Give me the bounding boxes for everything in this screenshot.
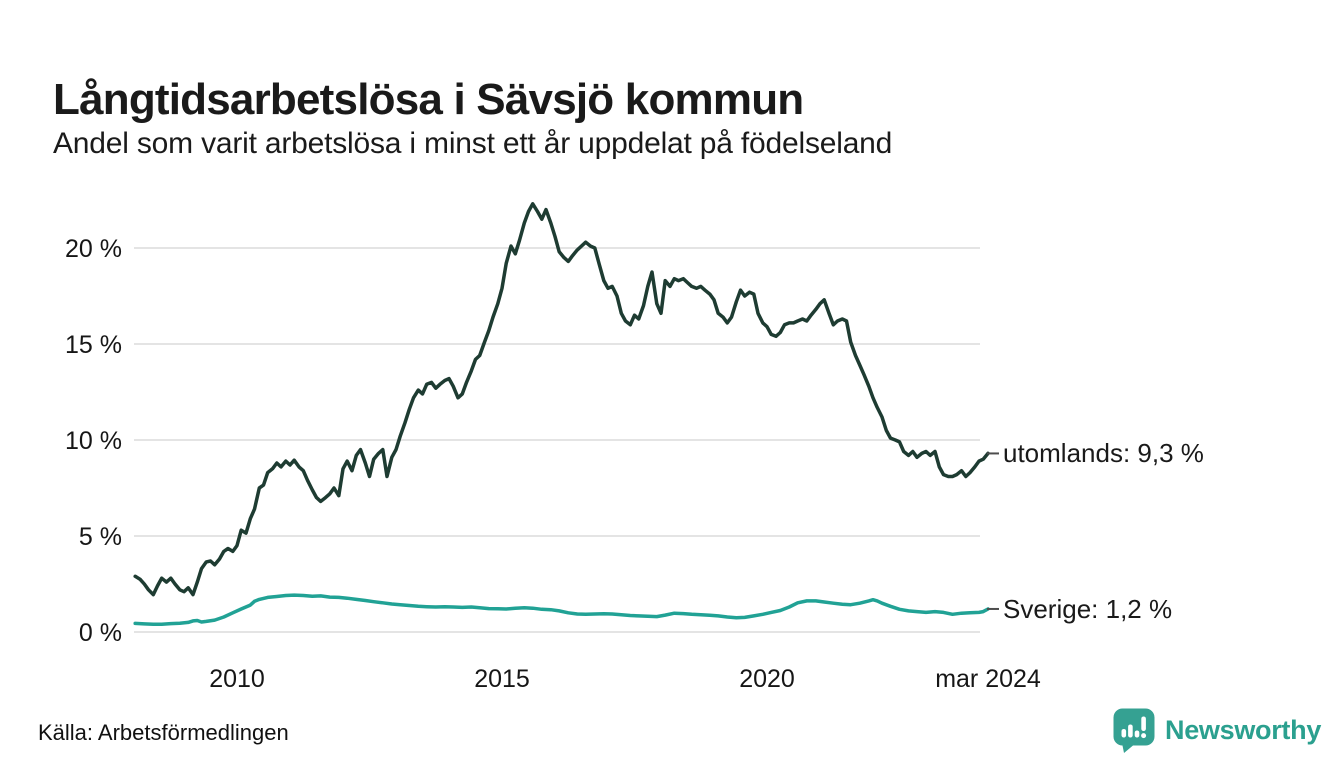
series-label-0: utomlands: 9,3 % [1003, 438, 1204, 469]
x-tick-label: 2010 [209, 665, 265, 693]
y-tick-label: 15 % [65, 331, 122, 359]
x-tick-label: 2020 [739, 665, 795, 693]
bar-chart-speech-bubble-icon [1113, 708, 1155, 753]
page-title: Långtidsarbetslösa i Sävsjö kommun [53, 75, 804, 125]
page-subtitle: Andel som varit arbetslösa i minst ett å… [53, 127, 893, 160]
y-tick-label: 10 % [65, 427, 122, 455]
newsworthy-logo: Newsworthy [1112, 707, 1321, 754]
series-line-utomlands [133, 202, 990, 597]
source-note: Källa: Arbetsförmedlingen [38, 720, 289, 745]
y-tick-label: 5 % [79, 523, 122, 551]
series-line-Sverige [133, 593, 990, 627]
y-tick-label: 20 % [65, 235, 122, 263]
y-tick-label: 0 % [79, 619, 122, 647]
series-lines [133, 202, 999, 627]
brand-name: Newsworthy [1165, 715, 1322, 745]
axis-tick-labels: 0 % 5 % 10 % 15 % 20 % 2010 2015 2020 mar 2024 [65, 235, 1041, 693]
gridlines [134, 247, 980, 633]
series-label-1: Sverige: 1,2 % [1003, 593, 1173, 624]
x-tick-label: mar 2024 [935, 665, 1041, 693]
x-tick-label: 2015 [474, 665, 530, 693]
